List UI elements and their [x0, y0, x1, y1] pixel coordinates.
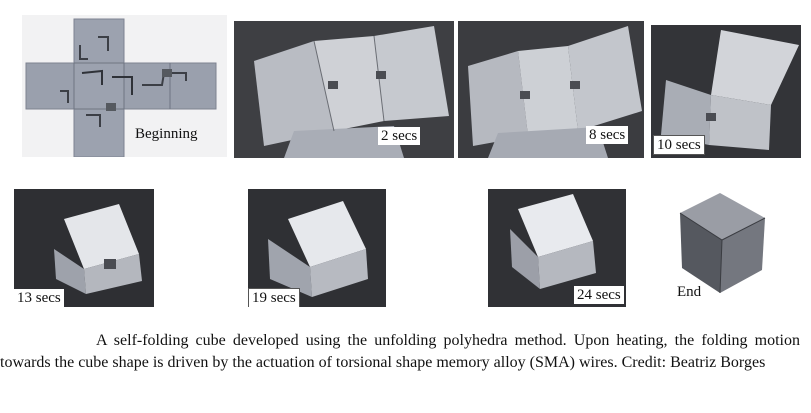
- label-13-secs: 13 secs: [14, 289, 64, 307]
- photo-beginning: Beginning: [22, 15, 227, 157]
- label-beginning: Beginning: [135, 126, 198, 142]
- label-24-secs: 24 secs: [574, 286, 624, 304]
- folding-stage-image: [234, 21, 454, 158]
- label-2-secs: 2 secs: [378, 127, 421, 145]
- photo-end: End: [660, 188, 780, 306]
- photo-13-secs: 13 secs: [14, 189, 154, 307]
- flat-cube-net-image: [22, 15, 227, 157]
- photo-8-secs: 8 secs: [458, 21, 644, 158]
- photo-10-secs: 10 secs: [651, 25, 801, 158]
- caption-text: A self-folding cube developed using the …: [0, 332, 800, 371]
- label-10-secs: 10 secs: [653, 135, 705, 155]
- label-end: End: [677, 284, 702, 300]
- folded-cube-image: [660, 188, 780, 306]
- folding-stage-image: [14, 189, 154, 307]
- photo-24-secs: 24 secs: [488, 189, 626, 307]
- label-19-secs: 19 secs: [248, 288, 300, 307]
- folding-stage-image: [248, 189, 386, 307]
- label-8-secs: 8 secs: [586, 126, 629, 144]
- photo-19-secs: 19 secs: [248, 189, 386, 307]
- figure-caption: A self-folding cube developed using the …: [0, 330, 800, 374]
- photo-2-secs: 2 secs: [234, 21, 454, 158]
